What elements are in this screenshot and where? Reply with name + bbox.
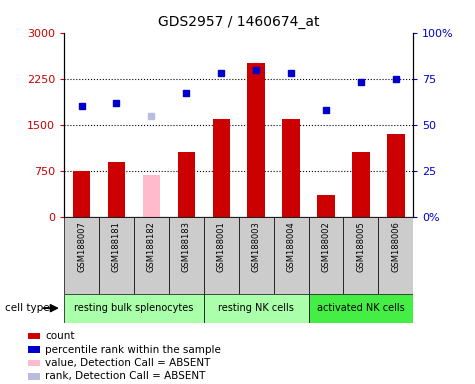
Bar — [28, 333, 40, 339]
Bar — [352, 152, 370, 217]
Text: GSM188181: GSM188181 — [112, 221, 121, 271]
Bar — [204, 294, 309, 323]
Bar — [282, 119, 300, 217]
Text: GSM188003: GSM188003 — [252, 221, 261, 271]
Bar — [64, 294, 204, 323]
Text: resting NK cells: resting NK cells — [218, 303, 294, 313]
Bar — [142, 175, 160, 217]
Bar — [343, 217, 379, 294]
Title: GDS2957 / 1460674_at: GDS2957 / 1460674_at — [158, 15, 319, 29]
Text: GSM188001: GSM188001 — [217, 221, 226, 271]
Bar — [274, 217, 309, 294]
Bar — [204, 217, 238, 294]
Text: GSM188007: GSM188007 — [77, 221, 86, 271]
Text: GSM188005: GSM188005 — [356, 221, 365, 271]
Bar — [379, 217, 413, 294]
Bar — [64, 217, 99, 294]
Bar — [28, 360, 40, 366]
Bar — [309, 294, 413, 323]
Text: value, Detection Call = ABSENT: value, Detection Call = ABSENT — [45, 358, 210, 368]
Bar — [28, 373, 40, 380]
Bar — [28, 346, 40, 353]
Bar — [108, 162, 125, 217]
Bar — [247, 63, 265, 217]
Bar — [212, 119, 230, 217]
Text: rank, Detection Call = ABSENT: rank, Detection Call = ABSENT — [45, 371, 206, 381]
Text: percentile rank within the sample: percentile rank within the sample — [45, 344, 221, 354]
Bar — [178, 152, 195, 217]
Text: count: count — [45, 331, 75, 341]
Text: GSM188182: GSM188182 — [147, 221, 156, 271]
Bar — [134, 217, 169, 294]
Bar — [99, 217, 134, 294]
Text: GSM188002: GSM188002 — [322, 221, 331, 271]
Text: cell type: cell type — [5, 303, 49, 313]
Bar — [169, 217, 204, 294]
Bar — [317, 195, 335, 217]
Bar — [238, 217, 274, 294]
Bar — [73, 171, 90, 217]
Text: GSM188004: GSM188004 — [286, 221, 295, 271]
Bar — [309, 217, 343, 294]
Bar — [387, 134, 405, 217]
Text: GSM188006: GSM188006 — [391, 221, 400, 271]
Text: GSM188183: GSM188183 — [182, 221, 191, 272]
Text: activated NK cells: activated NK cells — [317, 303, 405, 313]
Text: resting bulk splenocytes: resting bulk splenocytes — [74, 303, 194, 313]
